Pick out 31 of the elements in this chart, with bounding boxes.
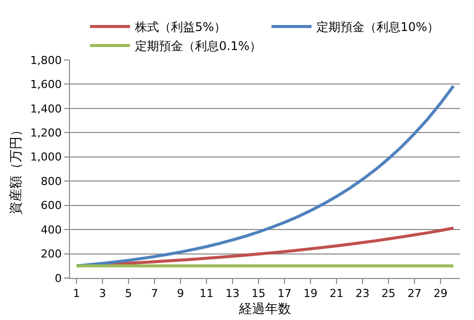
x-tick-label: 17 <box>278 287 292 300</box>
x-tick-label: 19 <box>304 287 318 300</box>
x-tick-label: 3 <box>99 287 106 300</box>
legend-label: 定期預金（利息10%） <box>316 20 440 34</box>
legend-label: 株式（利益5%） <box>134 20 226 34</box>
y-axis-title: 資産額（万円） <box>8 124 24 214</box>
x-tick-label: 9 <box>177 287 184 300</box>
y-tick-label: 1,800 <box>30 54 62 67</box>
y-tick-label: 800 <box>40 174 62 188</box>
y-tick-label: 1,200 <box>30 126 62 140</box>
x-tick-label: 21 <box>330 287 344 300</box>
x-tick-label: 15 <box>252 287 266 300</box>
y-tick-label: 1,600 <box>30 78 62 92</box>
x-axis-title: 経過年数 <box>238 302 291 317</box>
x-tick-label: 11 <box>200 287 214 300</box>
x-tick-label: 23 <box>356 287 370 300</box>
line-series <box>75 84 455 268</box>
x-tick-label: 27 <box>408 287 422 300</box>
y-tick-label: 200 <box>40 248 62 261</box>
x-tick-label: 5 <box>125 287 132 300</box>
x-tick-label: 29 <box>434 287 448 300</box>
y-tick-label: 600 <box>40 199 62 212</box>
y-tick-label: 0 <box>54 272 62 285</box>
y-tick-label: 400 <box>40 223 62 236</box>
legend-label: 定期預金（利息0.1%） <box>135 39 262 54</box>
x-tick-label: 25 <box>382 287 396 300</box>
y-tick-label: 1,000 <box>30 150 62 164</box>
x-tick-label: 13 <box>226 287 240 300</box>
x-tick-label: 1 <box>73 287 80 300</box>
x-tick-label: 7 <box>151 287 158 300</box>
y-tick-label: 1,400 <box>30 102 62 116</box>
